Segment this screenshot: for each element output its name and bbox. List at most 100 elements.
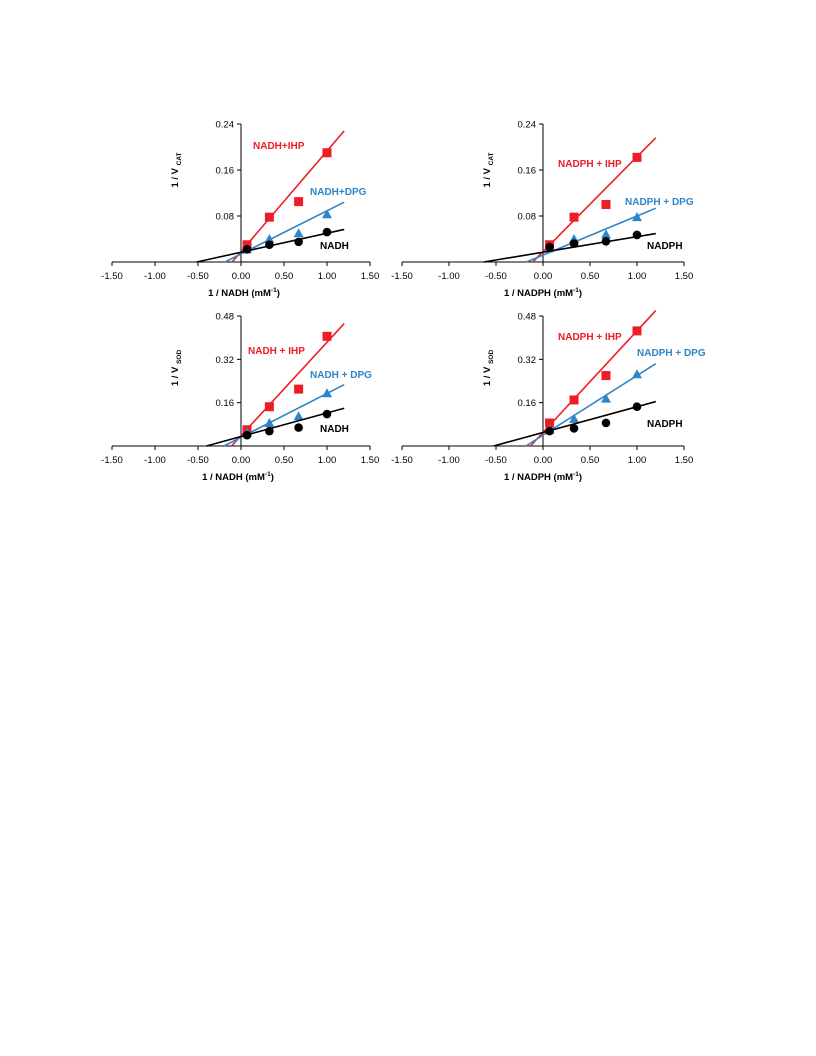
data-point-square — [264, 212, 274, 222]
series-0: NADPH + IHP — [529, 310, 657, 447]
y-tick-label: 0.08 — [518, 212, 537, 223]
x-tick-label: 0.00 — [232, 271, 251, 282]
data-point-square — [294, 197, 304, 207]
y-tick-label: 0.48 — [518, 312, 537, 323]
data-point-circle — [569, 239, 579, 248]
series-label: NADPH + DPG — [625, 197, 694, 208]
x-tick-label: 1.00 — [318, 271, 337, 282]
series-label: NADPH + DPG — [637, 348, 706, 359]
data-point-circle — [265, 240, 274, 250]
data-point-square — [601, 200, 611, 209]
y-axis-title: 1 / V SOD — [170, 350, 183, 387]
data-point-square — [264, 402, 274, 412]
data-point-triangle — [632, 212, 642, 222]
x-tick-label: -1.00 — [144, 271, 166, 282]
data-point-triangle — [632, 369, 642, 379]
data-point-square — [632, 152, 642, 162]
data-point-circle — [632, 402, 642, 412]
x-tick-label: 1.50 — [675, 455, 694, 466]
x-tick-label: 0.00 — [534, 455, 553, 466]
data-point-triangle — [293, 228, 304, 238]
series-2: NADH — [196, 227, 349, 263]
x-tick-label: 0.50 — [581, 271, 600, 282]
data-point-circle — [569, 424, 579, 433]
x-tick-label: -0.50 — [485, 455, 507, 466]
series-2: NADPH — [483, 230, 683, 263]
series-label: NADH — [320, 424, 349, 435]
series-label: NADPH + IHP — [558, 332, 622, 343]
y-tick-label: 0.24 — [518, 120, 537, 131]
data-point-square — [569, 395, 579, 405]
x-tick-label: 0.50 — [581, 455, 600, 466]
data-point-circle — [322, 227, 332, 237]
data-point-triangle — [322, 209, 332, 219]
data-point-circle — [242, 430, 252, 440]
x-tick-label: 1.00 — [628, 455, 647, 466]
x-tick-label: -1.00 — [438, 455, 460, 466]
x-tick-label: 1.00 — [628, 271, 647, 282]
y-tick-label: 0.08 — [216, 212, 235, 223]
data-point-square — [294, 384, 304, 394]
x-tick-label: -1.00 — [438, 271, 460, 282]
series-label: NADPH — [647, 241, 683, 252]
x-axis-title: 1 / NADH (mM-1) — [202, 471, 274, 483]
data-point-triangle — [293, 411, 304, 421]
data-point-square — [601, 371, 611, 381]
x-tick-label: 0.50 — [275, 271, 294, 282]
data-point-circle — [545, 426, 554, 436]
data-point-triangle — [322, 388, 332, 398]
data-point-square — [545, 418, 555, 428]
data-point-triangle — [600, 229, 611, 239]
series-label: NADH + IHP — [248, 346, 305, 357]
x-tick-label: 1.50 — [361, 455, 380, 466]
data-point-circle — [322, 409, 332, 419]
data-point-circle — [632, 230, 642, 240]
data-point-circle — [545, 242, 554, 252]
x-tick-label: 0.00 — [534, 271, 553, 282]
y-tick-label: 0.16 — [216, 166, 235, 177]
x-tick-label: -0.50 — [187, 455, 209, 466]
x-tick-label: 1.50 — [361, 271, 380, 282]
chart-panel-bottom-right: -1.50 -1.00 -0.50 0.00 0.50 1.00 1.50 0.16 0.32 0… — [391, 310, 706, 483]
series-label: NADPH — [647, 419, 683, 430]
data-point-circle — [294, 423, 303, 432]
y-axis-title: 1 / V CAT — [482, 152, 495, 187]
fit-line — [483, 232, 656, 263]
chart-panel-top-right: -1.50 -1.00 -0.50 0.00 0.50 1.00 1.50 0.08 0.16 0… — [391, 120, 694, 300]
data-point-circle — [294, 237, 303, 247]
y-tick-label: 0.16 — [216, 398, 235, 409]
chart-panel-bottom-left: -1.50 -1.00 -0.50 0.00 0.50 1.00 1.50 0.16 0.32 0… — [101, 312, 379, 484]
data-point-circle — [601, 237, 611, 246]
series-label: NADH+DPG — [310, 187, 367, 198]
data-point-triangle — [600, 393, 611, 403]
x-tick-label: 0.50 — [275, 455, 294, 466]
x-tick-label: -1.00 — [144, 455, 166, 466]
y-axis-title: 1 / V CAT — [170, 152, 183, 187]
series-2: NADPH — [493, 400, 683, 447]
data-point-square — [569, 212, 579, 222]
data-point-circle — [601, 418, 611, 428]
x-tick-label: 1.00 — [318, 455, 337, 466]
y-tick-label: 0.24 — [216, 120, 235, 131]
y-axis-title: 1 / V SOD — [482, 350, 495, 387]
data-point-circle — [265, 426, 274, 436]
y-tick-label: 0.48 — [216, 312, 235, 323]
x-tick-label: -0.50 — [187, 271, 209, 282]
data-point-circle — [242, 245, 252, 254]
data-point-square — [322, 148, 332, 158]
data-point-triangle — [264, 417, 275, 427]
series-label: NADH+IHP — [253, 141, 305, 152]
series-label: NADH + DPG — [310, 370, 372, 381]
series-label: NADH — [320, 241, 349, 252]
data-point-triangle — [264, 234, 275, 243]
x-tick-label: -0.50 — [485, 271, 507, 282]
x-axis-title: 1 / NADPH (mM-1) — [504, 471, 582, 483]
y-tick-label: 0.32 — [518, 355, 537, 366]
x-tick-label: 1.50 — [675, 271, 694, 282]
series-2: NADH — [206, 407, 349, 447]
x-tick-label: 0.00 — [232, 455, 251, 466]
fit-line — [206, 407, 345, 447]
series-label: NADPH + IHP — [558, 159, 622, 170]
data-point-triangle — [569, 413, 580, 423]
